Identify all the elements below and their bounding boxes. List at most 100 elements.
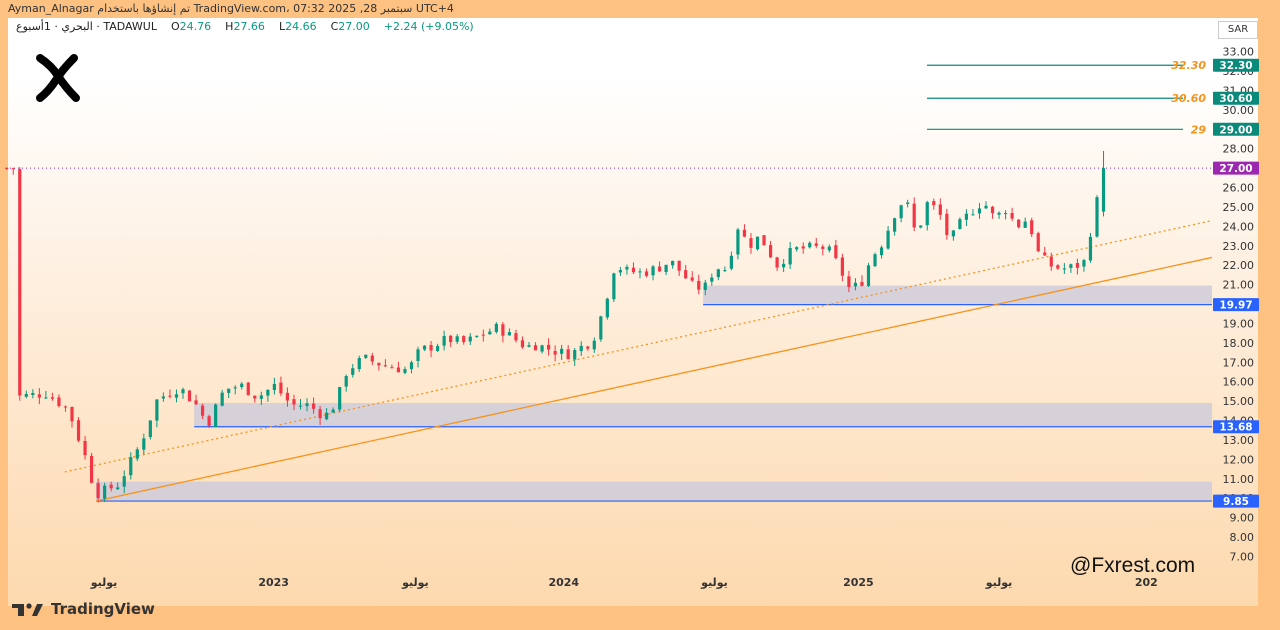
candle <box>788 241 792 269</box>
candle <box>644 268 649 278</box>
support-price-tag-text: 19.97 <box>1219 300 1252 312</box>
candle <box>703 279 707 296</box>
candle <box>214 403 218 427</box>
candle <box>782 259 786 273</box>
logo-stroke <box>36 54 78 102</box>
candle <box>677 260 681 277</box>
candle-body <box>997 212 1001 215</box>
candle-body <box>494 323 498 332</box>
candle-body <box>814 243 818 246</box>
candle-body <box>775 257 779 268</box>
candle <box>579 341 583 356</box>
candle <box>161 392 166 402</box>
y-tick-label: 30.00 <box>1223 104 1255 117</box>
candle-body <box>109 484 113 489</box>
candle-body <box>710 277 714 282</box>
candle-body <box>1017 219 1021 228</box>
candle <box>566 345 570 360</box>
candle <box>455 334 459 345</box>
target-label: 32.30 <box>1171 59 1206 72</box>
candle-body <box>1101 168 1106 212</box>
candle-body <box>253 395 257 399</box>
candle-body <box>37 394 41 398</box>
candle-body <box>122 476 126 487</box>
high-label: H <box>225 20 234 33</box>
candle <box>462 335 466 345</box>
target-price-tag-bg <box>1213 58 1259 72</box>
candle <box>279 376 283 397</box>
candle-body <box>63 406 68 408</box>
candle-body <box>873 254 877 267</box>
candle <box>11 167 15 175</box>
candle <box>1049 252 1053 271</box>
candle-body <box>83 440 87 456</box>
candle-body <box>605 298 609 318</box>
candle <box>436 343 440 353</box>
chart-panel[interactable] <box>8 18 1258 606</box>
candle <box>37 387 41 405</box>
candle-body <box>527 345 531 347</box>
candle <box>422 345 427 351</box>
candle <box>801 242 805 254</box>
candle-body <box>449 335 453 343</box>
candle <box>879 245 884 259</box>
candle <box>1082 258 1086 272</box>
candle-body <box>194 400 198 405</box>
currency-label[interactable]: SAR <box>1218 21 1258 39</box>
candle-body <box>795 247 799 250</box>
candle-body <box>246 382 250 396</box>
candle <box>331 407 335 413</box>
candle-body <box>762 235 766 246</box>
candle <box>24 390 28 399</box>
x-tick-label: 202 <box>1135 576 1158 589</box>
y-tick-label: 33.00 <box>1223 46 1255 59</box>
candle <box>964 209 969 227</box>
candle <box>514 329 518 343</box>
open-label: O <box>170 20 180 33</box>
candle <box>873 252 877 268</box>
candle <box>416 346 420 368</box>
tradingview-logo-text: TradingView <box>51 600 155 618</box>
candle-body <box>1003 213 1008 215</box>
high-value: 27.66 <box>233 20 265 33</box>
candle-body <box>103 485 107 499</box>
candle-body <box>1049 256 1053 267</box>
candle-body <box>266 389 270 396</box>
candle-body <box>481 334 485 336</box>
candle-body <box>142 438 146 450</box>
support-price-tag: 13.68 <box>1213 420 1259 434</box>
candle <box>925 200 929 231</box>
candle-body <box>853 282 858 287</box>
candle <box>96 478 100 503</box>
support-price-tag-bg <box>1213 494 1259 508</box>
candle <box>103 482 107 503</box>
candle <box>187 390 192 402</box>
candle <box>945 208 949 240</box>
candle-body <box>5 167 9 169</box>
candle-body <box>723 270 727 272</box>
candle-body <box>729 255 733 269</box>
candle-body <box>553 351 557 355</box>
candle-body <box>468 336 472 342</box>
candle <box>599 315 603 342</box>
candle <box>1017 218 1021 229</box>
candle <box>468 333 472 345</box>
x-tick-label: يوليو <box>700 576 728 589</box>
candle <box>194 394 198 406</box>
y-tick-label: 19.00 <box>1223 317 1255 330</box>
tradingview-logo[interactable]: TradingView <box>10 600 155 618</box>
candle-body <box>357 358 361 370</box>
candle-body <box>579 345 583 352</box>
candle <box>403 366 407 375</box>
x-tick-label: 2024 <box>548 576 579 589</box>
candle-body <box>1036 233 1040 252</box>
candle <box>298 399 303 410</box>
y-tick-label: 28.00 <box>1223 143 1255 156</box>
candle-body <box>906 202 910 204</box>
candle <box>546 338 551 356</box>
candle <box>109 481 113 492</box>
candle-body <box>703 282 707 290</box>
symbol-label[interactable]: البحري · 1أسبوع · TADAWUL <box>16 20 157 33</box>
candle <box>736 227 740 260</box>
